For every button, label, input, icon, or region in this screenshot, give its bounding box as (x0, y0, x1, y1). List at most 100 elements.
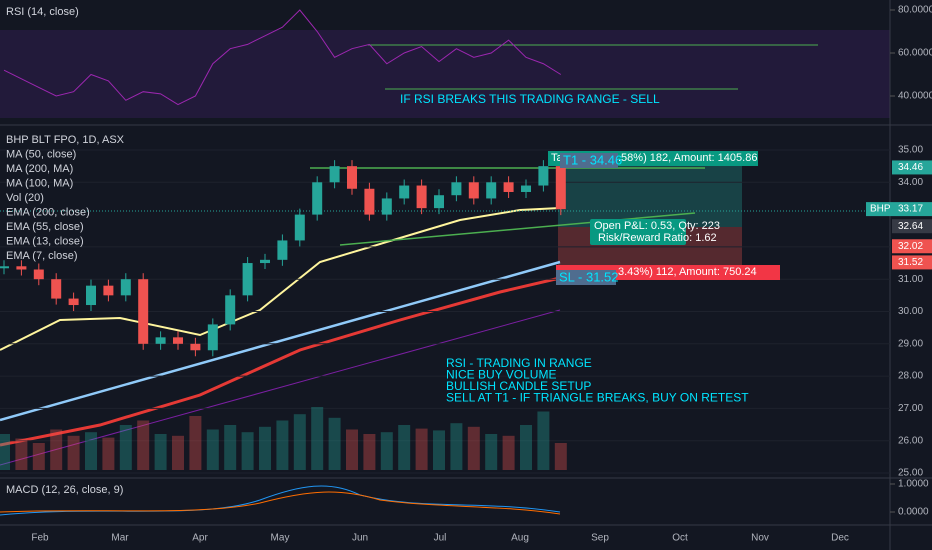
y-tick-label: 80.0000 (898, 5, 932, 16)
candle (294, 214, 305, 241)
price-tag-label: 31.52 (898, 257, 923, 268)
candle (451, 182, 462, 196)
sl-label (556, 270, 616, 285)
y-tick-label: 29.00 (898, 338, 923, 349)
volume-bar (537, 411, 550, 470)
volume-bar (67, 435, 80, 470)
legend-entry: MA (200, MA) (6, 163, 73, 175)
volume-bar (189, 416, 202, 470)
ema-55 (0, 309, 561, 466)
annotation: NICE BUY VOLUME (446, 368, 556, 382)
volume-bar (32, 443, 45, 470)
volume-bar (363, 434, 376, 470)
legend-entry: EMA (200, close) (6, 206, 90, 218)
candle (347, 166, 357, 189)
candle (155, 337, 166, 344)
volume-bar (119, 425, 132, 470)
pnl-box (590, 219, 686, 245)
x-tick-label: Apr (192, 533, 208, 544)
legend-entry: MA (50, close) (6, 148, 76, 160)
price-tag (892, 202, 932, 217)
symbol-tag (866, 202, 892, 217)
legend-entry: EMA (13, close) (6, 235, 84, 247)
sl-text: SL - 31.52 (559, 269, 619, 284)
price-tag-label: 32.02 (898, 241, 923, 252)
price-tag-label: 33.17 (898, 204, 923, 215)
price-tag-label: 32.64 (898, 221, 923, 232)
volume-bar (15, 438, 28, 470)
volume-bar (554, 443, 567, 470)
x-tick-label: Mar (111, 533, 129, 544)
candle (277, 240, 288, 260)
candle (138, 279, 149, 344)
volume-bar (241, 432, 254, 470)
y-tick-label: 28.00 (898, 371, 923, 382)
price-tag (892, 255, 932, 270)
price-tag (892, 239, 932, 254)
candle (381, 198, 392, 215)
volume-bar (328, 417, 341, 470)
candle (399, 185, 410, 199)
volume-bar (502, 435, 515, 470)
volume-bar (154, 434, 167, 470)
volume-bar (415, 428, 428, 470)
volume-bar (433, 430, 445, 470)
x-tick-label: Sep (591, 533, 609, 544)
x-tick-label: Oct (672, 533, 688, 544)
x-tick-label: Dec (831, 533, 849, 544)
volume-bar (137, 420, 150, 470)
x-tick-label: Jun (352, 533, 368, 544)
rr-text: Risk/Reward Ratio: 1.62 (598, 232, 717, 244)
y-tick-label: 35.00 (898, 145, 923, 156)
volume-bar (450, 423, 463, 470)
candle (51, 279, 62, 299)
symbol-tag-label: BHP (870, 204, 891, 215)
ma-200 (0, 276, 561, 447)
candle (120, 279, 131, 296)
candle (416, 185, 427, 209)
y-tick-label: 26.00 (898, 435, 923, 446)
price-tag (892, 219, 932, 234)
y-tick-label: 27.00 (898, 403, 923, 414)
volume-bar (259, 426, 271, 470)
t1-text: T1 - 34.46 (563, 152, 622, 167)
ma-50 (0, 207, 561, 351)
volume-bar (50, 429, 63, 470)
candle (486, 182, 497, 199)
candle (207, 324, 218, 351)
ema-200 (0, 260, 561, 422)
candle (521, 185, 531, 192)
signal-line (0, 491, 561, 515)
y-tick-label: 30.00 (898, 306, 923, 317)
volume-bar (293, 414, 306, 470)
candle (173, 337, 183, 344)
y-tick-label: 1.0000 (898, 479, 929, 490)
candle (555, 166, 566, 210)
candle (103, 285, 114, 296)
candle (242, 263, 253, 296)
candle (190, 343, 201, 351)
candle (434, 195, 444, 209)
rsi-annotation: IF RSI BREAKS THIS TRADING RANGE - SELL (400, 92, 660, 106)
legend-entry: Vol (20) (6, 192, 44, 204)
volume-bar (398, 425, 411, 470)
volume-bar (172, 435, 184, 470)
annotation: BULLISH CANDLE SETUP (446, 379, 591, 393)
x-tick-label: Feb (31, 533, 49, 544)
candle (364, 188, 375, 215)
y-tick-label: 60.0000 (898, 48, 932, 59)
x-tick-label: Aug (511, 533, 529, 544)
stop-text: 3.43%) 112, Amount: 750.24 (618, 266, 757, 278)
volume-bar (224, 425, 237, 470)
candle (16, 266, 27, 270)
x-tick-label: Nov (751, 533, 769, 544)
pnl-text: Open P&L: 0.53, Qty: 223 (594, 220, 720, 232)
volume-bar (520, 425, 532, 470)
candle (312, 182, 323, 215)
candle (468, 182, 479, 199)
candle (68, 298, 79, 306)
legend-entry: EMA (7, close) (6, 250, 78, 262)
y-tick-label: 25.00 (898, 468, 923, 479)
x-tick-label: Jul (434, 533, 447, 544)
